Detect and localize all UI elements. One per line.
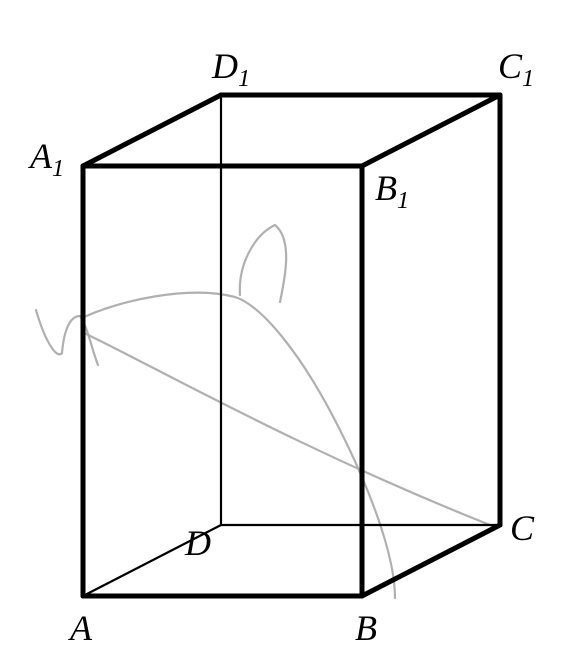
label-D1: D1 <box>211 46 250 92</box>
edge-B1-C1 <box>362 95 500 166</box>
handdrawn-path-3 <box>275 225 286 302</box>
labels-layer: A B C D A1 B1 C1 D1 <box>28 46 535 648</box>
label-A1: A1 <box>28 136 64 182</box>
handdrawn-path-0 <box>82 293 395 598</box>
edges-layer <box>83 95 500 596</box>
label-C: C <box>510 508 535 548</box>
handdrawn-path-4 <box>36 310 62 354</box>
parallelepiped-diagram: A B C D A1 B1 C1 D1 <box>0 0 580 655</box>
edge-D1-A1 <box>83 95 221 166</box>
label-D: D <box>184 523 211 563</box>
label-B1: B1 <box>375 168 409 214</box>
handdrawn-path-1 <box>82 332 495 527</box>
handdrawn-path-2 <box>240 225 275 295</box>
handdrawn-path-5 <box>62 316 80 353</box>
handdrawn-layer <box>36 225 495 598</box>
label-A: A <box>68 608 93 648</box>
label-C1: C1 <box>498 46 534 92</box>
label-B: B <box>355 608 377 648</box>
